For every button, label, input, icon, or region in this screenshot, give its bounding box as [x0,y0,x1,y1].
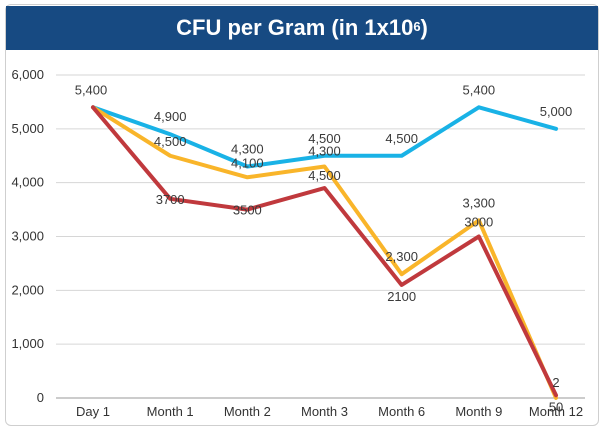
chart-title-text: CFU per Gram (in 1x10 [176,15,414,40]
series-line [91,105,558,398]
chart-frame [5,4,599,426]
data-label: 2 [552,375,559,390]
data-label: 4,300 [231,142,264,157]
data-label: 4,500 [308,168,341,183]
y-axis-ticks: 0 1,000 2,000 3,000 4,000 5,000 6,000 [11,67,44,405]
data-label: 2100 [387,289,416,304]
data-label: 4,500 [385,131,418,146]
x-axis-ticks: Day 1 Month 1 Month 2 Month 3 Month 6 Month 9… [76,404,583,419]
x-tick-label: Day 1 [76,404,110,419]
x-tick-label: Month 9 [455,404,502,419]
x-tick-label: Month 6 [378,404,425,419]
data-label: 3700 [156,192,185,207]
chart-title-close: ) [420,15,428,40]
data-label: 3000 [464,215,493,230]
y-tick-label: 2,000 [11,282,44,297]
y-tick-label: 0 [37,390,44,405]
data-label: 4,500 [308,131,341,146]
data-label: 5,400 [75,82,108,97]
series-lines [91,105,558,400]
y-tick-label: 1,000 [11,336,44,351]
x-tick-label: Month 3 [301,404,348,419]
y-tick-label: 3,000 [11,229,44,244]
y-tick-label: 5,000 [11,121,44,136]
x-tick-label: Month 2 [224,404,271,419]
data-label: 4,300 [308,144,341,159]
data-label: 3500 [233,203,262,218]
data-label: 5,400 [463,82,496,97]
series-line [91,105,558,169]
y-tick-label: 4,000 [11,175,44,190]
chart-title-superscript: 6 [413,18,421,34]
x-tick-label: Month 1 [147,404,194,419]
data-label: 3,300 [463,195,496,210]
data-label: 4,500 [154,134,187,149]
y-tick-label: 6,000 [11,67,44,82]
series-line [91,105,558,400]
x-tick-label: Month 12 [529,404,583,419]
data-label: 2,300 [385,249,418,264]
chart-title: CFU per Gram (in 1x10 6) [6,6,598,50]
data-label: 4,900 [154,109,187,124]
data-label: 5,000 [540,104,573,119]
data-label: 50 [549,399,563,414]
data-label: 4,100 [231,155,264,170]
grid-lines [56,74,585,399]
